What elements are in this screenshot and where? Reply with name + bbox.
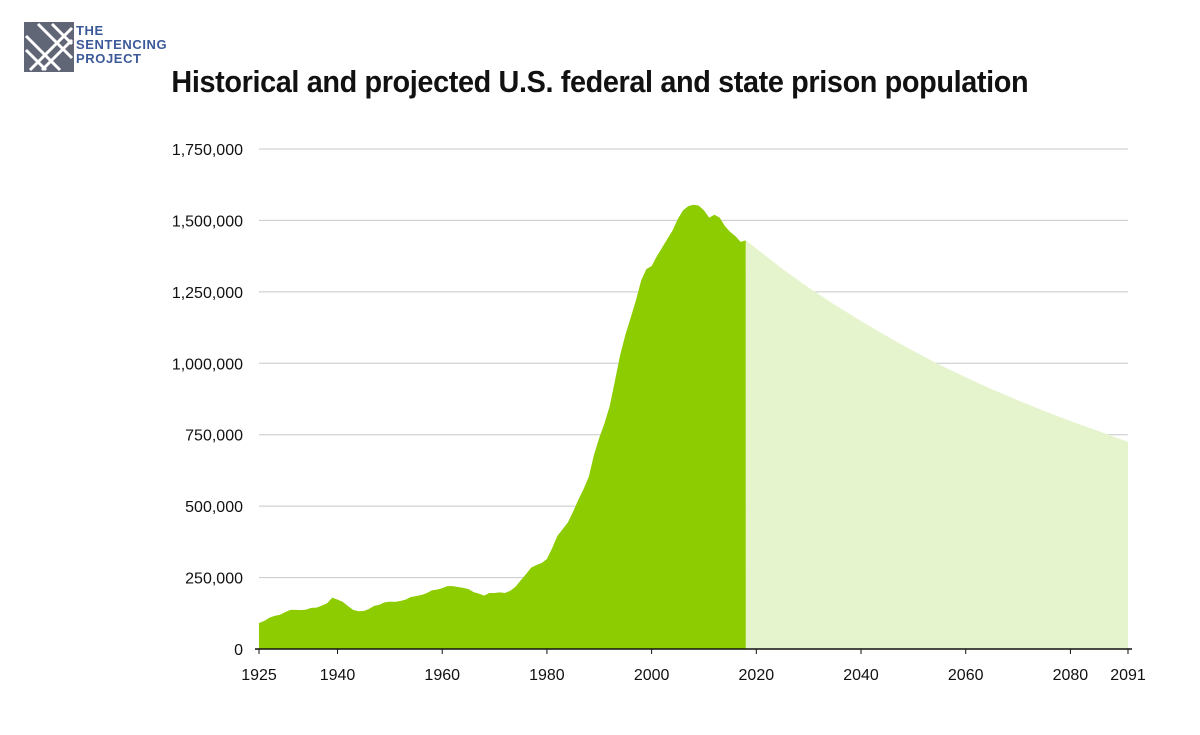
- axes: 0 250,000 500,000 750,000 1,000,000 1,250,000…: [172, 142, 1146, 684]
- logo-wordmark: THE SENTENCING PROJECT: [76, 24, 167, 66]
- x-tick-label: 1925: [241, 667, 277, 684]
- x-tick-label: 2040: [843, 667, 879, 684]
- y-tick-label: 1,250,000: [172, 285, 243, 302]
- y-tick-label: 750,000: [185, 428, 243, 445]
- y-tick-label: 1,500,000: [172, 213, 243, 230]
- chart-areas: [259, 204, 1128, 649]
- logo-line-2: SENTENCING: [76, 37, 168, 52]
- logo: THE SENTENCING PROJECT: [24, 22, 194, 74]
- logo-line-1: THE: [76, 23, 104, 38]
- x-tick-label: 2091: [1110, 667, 1146, 684]
- series-area-projected: [745, 240, 1128, 649]
- y-tick-label: 1,750,000: [172, 142, 243, 159]
- x-tick-label: 2020: [739, 667, 775, 684]
- y-tick-label: 1,000,000: [172, 356, 243, 373]
- x-tick-label: 1940: [320, 667, 356, 684]
- x-tick-label: 1980: [529, 667, 565, 684]
- y-tick-label: 0: [234, 642, 243, 659]
- x-tick-label: 2060: [948, 667, 984, 684]
- y-tick-label: 500,000: [185, 499, 243, 516]
- chart-title: Historical and projected U.S. federal an…: [171, 64, 1029, 99]
- x-tick-label: 2080: [1053, 667, 1089, 684]
- sentencing-project-logo-icon: [24, 22, 74, 72]
- x-tick-label: 1960: [424, 667, 460, 684]
- y-tick-label: 250,000: [185, 571, 243, 588]
- x-tick-label: 2000: [634, 667, 670, 684]
- series-area-historical: [259, 204, 746, 649]
- logo-line-3: PROJECT: [76, 51, 142, 66]
